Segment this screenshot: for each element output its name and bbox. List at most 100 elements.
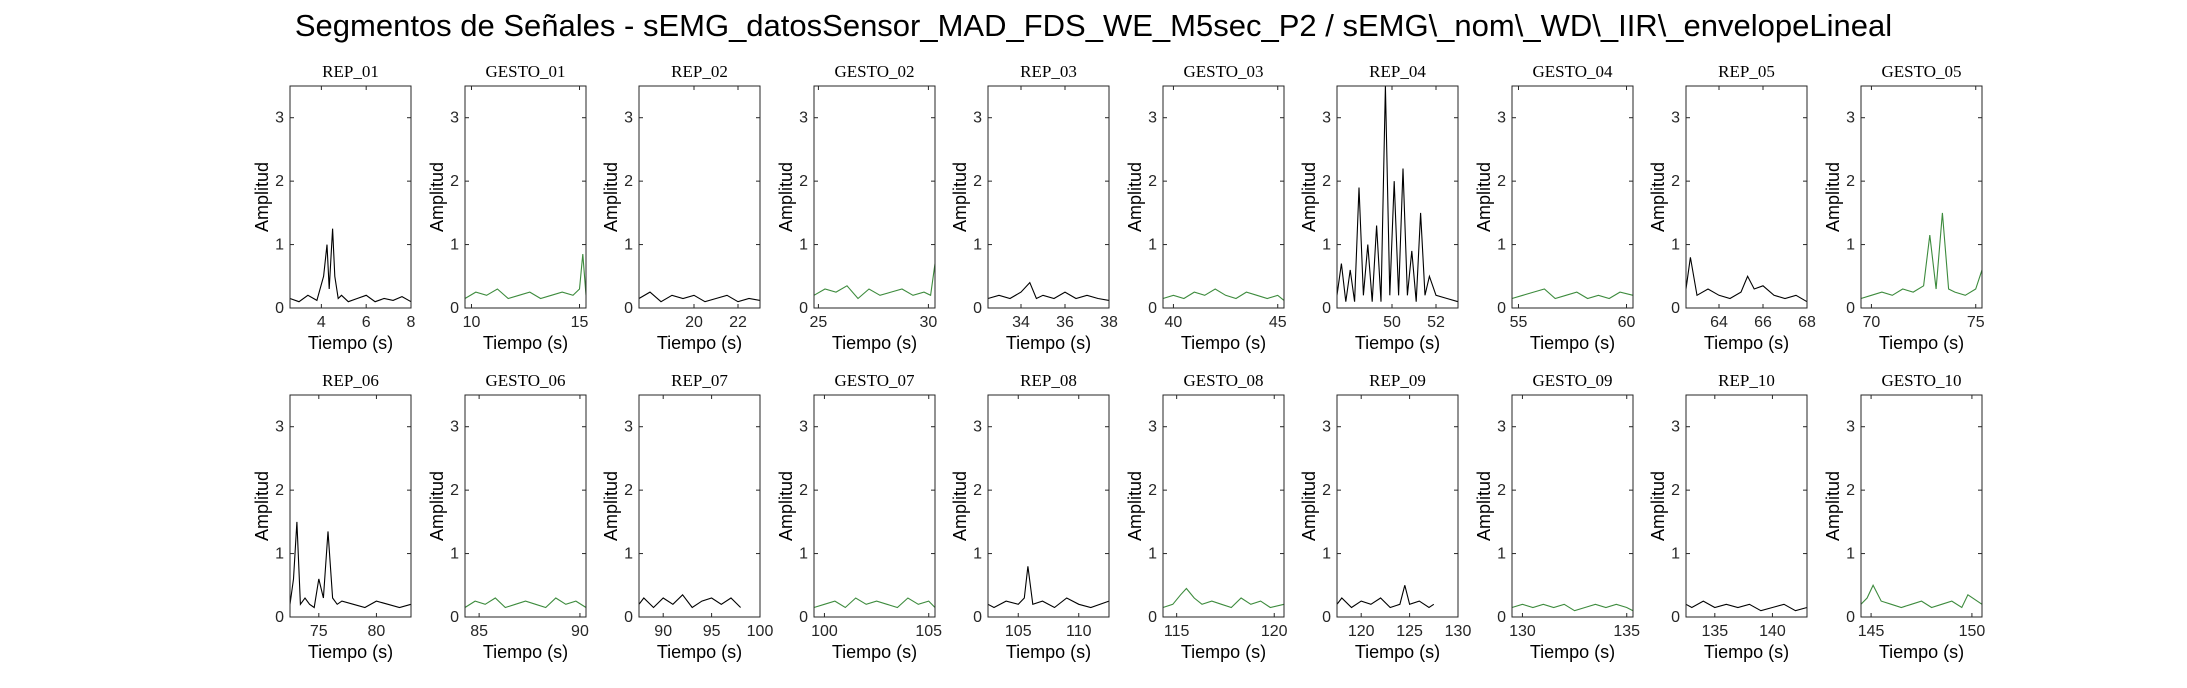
y-tick-label: 0 <box>1846 609 1855 626</box>
x-axis-label: Tiempo (s) <box>1006 642 1091 662</box>
axes-box <box>813 85 936 309</box>
y-axis-label: Amplitud <box>601 162 621 232</box>
y-tick-label: 0 <box>624 609 633 626</box>
series-line <box>1860 212 1983 300</box>
y-tick-label: 1 <box>1497 237 1506 254</box>
axes-box <box>1685 394 1808 618</box>
x-tick-label: 135 <box>1613 623 1640 640</box>
y-tick-label: 1 <box>450 237 459 254</box>
y-tick-label: 1 <box>1322 237 1331 254</box>
y-axis-label: Amplitud <box>776 471 796 541</box>
y-axis-label: Amplitud <box>1823 471 1843 541</box>
y-tick-label: 2 <box>1497 173 1506 190</box>
subplot-gesto-10: GESTO_10 0 1 2 3 145 150 Tiempo (s) Amplitud <box>1823 371 1985 662</box>
series-line <box>289 521 412 609</box>
y-tick-label: 2 <box>450 482 459 499</box>
series-line <box>1685 600 1808 612</box>
x-axis-label: Tiempo (s) <box>1704 642 1789 662</box>
series-line <box>638 593 741 609</box>
subplot-title: REP_04 <box>1369 62 1426 81</box>
series-line <box>1162 288 1285 301</box>
y-tick-label: 0 <box>973 609 982 626</box>
x-tick-label: 8 <box>407 314 416 331</box>
x-tick-label: 95 <box>703 623 721 640</box>
y-tick-label: 0 <box>450 300 459 317</box>
x-axis-label: Tiempo (s) <box>1181 642 1266 662</box>
y-tick-label: 2 <box>1497 482 1506 499</box>
y-tick-label: 2 <box>624 482 633 499</box>
y-tick-label: 1 <box>1671 237 1680 254</box>
y-tick-label: 3 <box>1497 419 1506 436</box>
y-tick-label: 1 <box>1671 546 1680 563</box>
y-tick-label: 1 <box>1846 237 1855 254</box>
series-line <box>464 254 587 300</box>
series-line <box>289 228 412 303</box>
subplot-title: REP_08 <box>1020 371 1077 390</box>
x-tick-label: 34 <box>1012 314 1030 331</box>
y-tick-label: 0 <box>1148 300 1157 317</box>
y-tick-label: 2 <box>624 173 633 190</box>
y-tick-label: 1 <box>624 546 633 563</box>
x-tick-label: 75 <box>310 623 328 640</box>
y-tick-label: 2 <box>1322 482 1331 499</box>
y-tick-label: 1 <box>450 546 459 563</box>
series-line <box>1685 257 1808 303</box>
axes-box <box>1162 85 1285 309</box>
x-axis-label: Tiempo (s) <box>1879 333 1964 353</box>
y-tick-label: 3 <box>1148 419 1157 436</box>
y-tick-label: 1 <box>1148 546 1157 563</box>
x-axis-label: Tiempo (s) <box>483 333 568 353</box>
axes-box <box>289 394 412 618</box>
y-tick-label: 0 <box>1671 609 1680 626</box>
axes-box <box>464 394 587 618</box>
y-tick-label: 2 <box>799 482 808 499</box>
y-tick-label: 1 <box>1497 546 1506 563</box>
y-axis-label: Amplitud <box>1125 162 1145 232</box>
x-tick-label: 120 <box>1261 623 1288 640</box>
axes-box <box>1860 394 1983 618</box>
x-axis-label: Tiempo (s) <box>1006 333 1091 353</box>
x-tick-label: 55 <box>1510 314 1528 331</box>
x-tick-label: 150 <box>1959 623 1986 640</box>
axes-box <box>1685 85 1808 309</box>
x-axis-label: Tiempo (s) <box>1530 642 1615 662</box>
y-axis-label: Amplitud <box>1299 471 1319 541</box>
axes-box <box>987 85 1110 309</box>
subplot-title: REP_09 <box>1369 371 1426 390</box>
y-axis-label: Amplitud <box>252 471 272 541</box>
subplot-title: GESTO_01 <box>486 62 566 81</box>
x-tick-label: 130 <box>1509 623 1536 640</box>
y-tick-label: 3 <box>275 110 284 127</box>
y-tick-label: 2 <box>1148 173 1157 190</box>
x-tick-label: 38 <box>1100 314 1118 331</box>
axes-box <box>1511 85 1634 309</box>
x-tick-label: 68 <box>1798 314 1816 331</box>
x-tick-label: 135 <box>1701 623 1728 640</box>
y-tick-label: 2 <box>1671 482 1680 499</box>
subplot-title: REP_01 <box>322 62 379 81</box>
y-tick-label: 0 <box>275 300 284 317</box>
x-tick-label: 110 <box>1066 623 1092 640</box>
x-tick-label: 90 <box>654 623 672 640</box>
x-tick-label: 70 <box>1863 314 1881 331</box>
y-tick-label: 3 <box>1846 419 1855 436</box>
subplot-title: GESTO_02 <box>835 62 915 81</box>
x-tick-label: 105 <box>915 623 942 640</box>
y-tick-label: 3 <box>624 419 633 436</box>
x-tick-label: 85 <box>470 623 488 640</box>
y-tick-label: 2 <box>1322 173 1331 190</box>
x-tick-label: 45 <box>1269 314 1287 331</box>
x-axis-label: Tiempo (s) <box>832 642 917 662</box>
subplot-title: REP_03 <box>1020 62 1077 81</box>
y-axis-label: Amplitud <box>1648 471 1668 541</box>
subplot-title: GESTO_08 <box>1184 371 1264 390</box>
x-tick-label: 40 <box>1165 314 1183 331</box>
x-tick-label: 80 <box>368 623 386 640</box>
y-axis-label: Amplitud <box>601 471 621 541</box>
y-tick-label: 0 <box>799 300 808 317</box>
y-axis-label: Amplitud <box>950 471 970 541</box>
